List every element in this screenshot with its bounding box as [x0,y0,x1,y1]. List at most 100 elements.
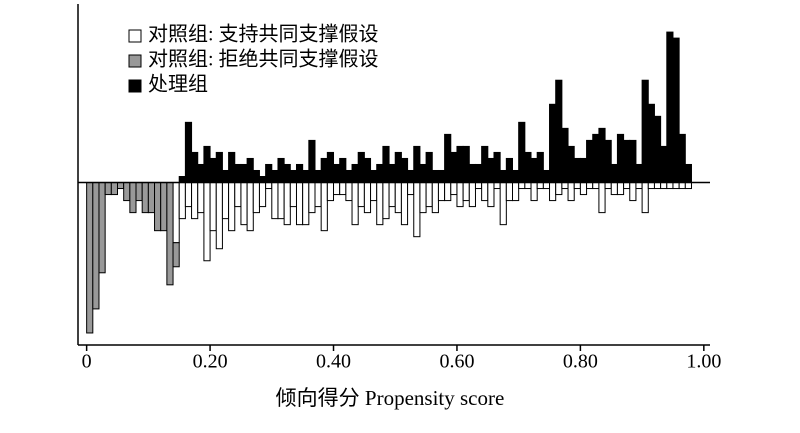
bar [444,182,452,202]
bar [345,169,353,184]
bar [246,182,254,232]
bar [258,182,267,208]
bar [129,182,137,214]
bar [326,182,335,202]
bar [166,182,174,286]
bar [542,182,551,190]
bar [400,157,409,184]
x-axis-label: 倾向得分 Propensity score [276,386,505,410]
legend-swatch [128,29,142,43]
bar [419,163,427,184]
bar [203,182,211,262]
bar [481,145,489,184]
bar [363,157,372,184]
bar [160,182,168,232]
bar [468,163,476,184]
bar [505,157,513,184]
x-tick-label: 0 [82,351,92,373]
bar [277,182,285,220]
bar [333,163,341,184]
bar [172,182,180,244]
bar [271,169,279,184]
bar [666,31,674,184]
bar [357,151,365,184]
bar [376,182,384,226]
bar [382,182,390,220]
bar [221,169,230,184]
bar [86,182,94,334]
bar [277,157,285,184]
bar [579,157,588,184]
bar [512,182,520,202]
bar [536,151,544,184]
bar [357,182,365,208]
x-tick-label: 0.40 [316,351,351,373]
bar [499,182,507,226]
bar [302,169,310,184]
bar [370,182,378,202]
bar [419,182,427,214]
bar [394,151,402,184]
bar [184,121,193,184]
bar [400,182,409,226]
legend-label: 对照组: 拒绝共同支撑假设 [148,48,379,71]
bar [407,182,415,196]
bar [388,182,396,208]
bar [678,182,686,190]
bar [308,182,316,214]
bar [117,182,125,190]
bar [462,182,470,202]
bar [647,182,655,190]
bar [413,182,421,238]
bar [474,182,483,190]
bar [289,169,297,184]
bar [635,163,643,184]
bar [215,151,223,184]
bar [586,139,594,184]
bar [437,169,446,184]
bar [549,103,557,184]
bar [376,163,384,184]
bar [209,157,217,184]
bar [339,157,347,184]
bar [178,176,186,184]
bar [672,37,680,184]
bar [425,182,433,208]
bar [271,182,279,220]
bar [450,182,458,196]
bar [314,169,322,184]
bar [289,182,297,208]
bar [647,103,655,184]
bar [493,182,501,190]
bar [616,133,625,184]
bar [431,169,439,184]
bar [487,157,495,184]
bar [561,127,569,184]
bar [660,145,668,184]
bar [333,182,341,196]
bar [641,182,649,214]
bar [191,151,199,184]
bar [265,163,273,184]
bar [653,182,662,190]
bar [678,133,686,184]
bar [388,163,396,184]
bar [345,182,353,202]
bar [549,182,557,202]
x-tick-label: 0.80 [563,351,598,373]
bar [339,182,347,196]
bar [123,182,131,202]
bar [567,145,575,184]
bar [234,163,242,184]
bar [178,182,186,220]
bar [135,182,143,202]
bar [586,182,594,190]
bar [215,182,223,250]
bar [635,182,643,190]
bar [610,182,618,196]
legend-label: 对照组: 支持共同支撑假设 [148,23,379,46]
bar [184,182,193,208]
bar [573,182,581,190]
bar [524,182,532,190]
